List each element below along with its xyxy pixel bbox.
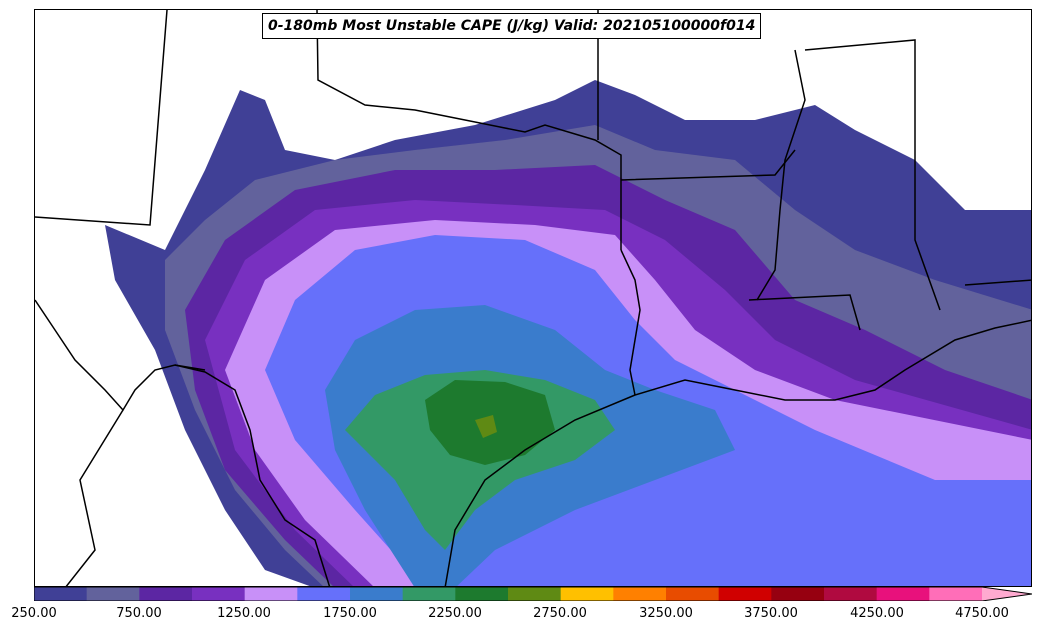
map-title: 0-180mb Most Unstable CAPE (J/kg) Valid:… bbox=[262, 13, 762, 39]
colorbar-segment bbox=[192, 587, 246, 601]
colorbar-segment bbox=[297, 587, 351, 601]
boundaries bbox=[35, 10, 1031, 586]
colorbar-segment bbox=[771, 587, 825, 601]
colorbar-segment bbox=[34, 587, 88, 601]
state-boundary bbox=[65, 409, 124, 586]
river bbox=[756, 49, 806, 301]
state-boundary bbox=[620, 249, 641, 396]
colorbar-tick-label: 1250.00 bbox=[217, 606, 271, 621]
state-boundary bbox=[964, 279, 1031, 286]
cape-layer-2500 bbox=[475, 415, 497, 438]
colorbar-segment bbox=[824, 587, 878, 601]
map-panel bbox=[34, 9, 1032, 587]
colorbar-tick-label: 250.00 bbox=[11, 606, 57, 621]
cape-map bbox=[35, 10, 1031, 586]
colorbar-segment bbox=[666, 587, 720, 601]
colorbar-segment bbox=[402, 587, 456, 601]
colorbar-segment bbox=[876, 587, 930, 601]
colorbar-segment bbox=[244, 587, 298, 601]
colorbar-extend-arrow bbox=[982, 587, 1032, 601]
state-boundary bbox=[748, 294, 861, 331]
colorbar-tick-label: 3750.00 bbox=[744, 606, 798, 621]
colorbar-tick-label: 2250.00 bbox=[428, 606, 482, 621]
colorbar-tick-label: 750.00 bbox=[116, 606, 162, 621]
colorbar-tick-label: 4750.00 bbox=[955, 606, 1009, 621]
colorbar bbox=[34, 587, 1032, 601]
colorbar-segment bbox=[718, 587, 772, 601]
colorbar-tick-label: 1750.00 bbox=[323, 606, 377, 621]
colorbar-segment bbox=[613, 587, 667, 601]
colorbar-segment bbox=[560, 587, 614, 601]
colorbar-outline bbox=[34, 587, 1032, 601]
coastline bbox=[444, 319, 1031, 586]
state-boundary bbox=[316, 10, 622, 250]
colorbar-segment bbox=[86, 587, 140, 601]
state-boundary bbox=[35, 10, 168, 226]
colorbar-tick-label: 2750.00 bbox=[533, 606, 587, 621]
state-boundary bbox=[804, 39, 941, 311]
cape-shading bbox=[105, 80, 1031, 586]
colorbar-segment bbox=[350, 587, 404, 601]
colorbar-segment bbox=[508, 587, 562, 601]
colorbar-segment bbox=[455, 587, 509, 601]
colorbar-segment bbox=[139, 587, 193, 601]
colorbar-tick-label: 3250.00 bbox=[639, 606, 693, 621]
colorbar-segment bbox=[929, 587, 983, 601]
coastline bbox=[174, 364, 331, 586]
colorbar-tick-label: 4250.00 bbox=[850, 606, 904, 621]
state-boundary bbox=[620, 149, 796, 181]
